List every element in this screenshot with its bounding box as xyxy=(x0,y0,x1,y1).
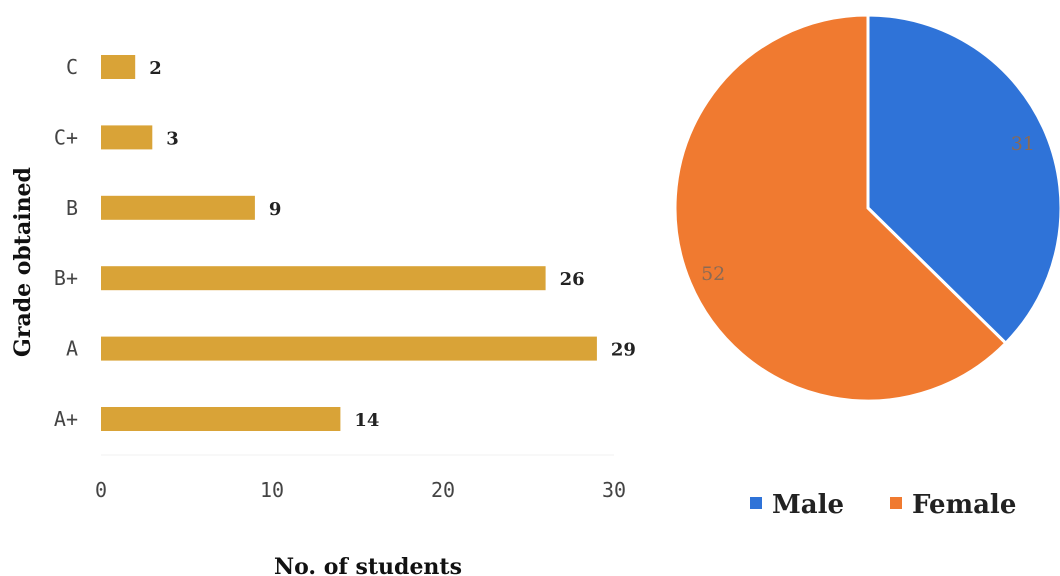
x-tick-20: 20 xyxy=(431,478,455,502)
x-tick-30: 30 xyxy=(602,478,626,502)
bar-a-plus xyxy=(101,407,341,431)
legend-label-male: Male xyxy=(772,490,844,520)
y-tick-b-plus: B+ xyxy=(54,266,78,290)
bar-chart: 14 A+ 29 A 26 B+ 9 B 3 C+ 2 C 0 10 20 30 xyxy=(54,55,636,502)
data-label-b: 9 xyxy=(269,199,282,220)
y-tick-a: A xyxy=(66,337,78,361)
y-tick-c-plus: C+ xyxy=(54,125,78,149)
data-label-c: 2 xyxy=(149,58,162,79)
data-label-a-plus: 14 xyxy=(354,410,379,431)
bar-c-plus xyxy=(101,125,153,150)
legend-label-female: Female xyxy=(912,490,1016,520)
y-tick-b: B xyxy=(66,196,78,220)
pie-label-male: 31 xyxy=(1011,133,1035,155)
data-label-a: 29 xyxy=(611,340,636,361)
bar-c xyxy=(101,55,136,79)
pie-label-female: 52 xyxy=(701,263,725,285)
pie-slice-male xyxy=(866,13,1060,346)
bar-b xyxy=(101,195,255,220)
legend-swatch-female xyxy=(890,497,902,509)
legend-swatch-male xyxy=(750,497,762,509)
y-axis-title: Grade obtained xyxy=(10,167,36,357)
x-tick-0: 0 xyxy=(95,478,107,502)
x-axis-title: No. of students xyxy=(274,554,462,576)
x-tick-10: 10 xyxy=(260,478,284,502)
y-tick-c: C xyxy=(66,55,78,79)
pie-legend: Male Female xyxy=(750,490,1016,520)
bar-a xyxy=(101,336,597,361)
data-label-b-plus: 26 xyxy=(560,269,585,290)
bar-b-plus xyxy=(101,266,546,291)
data-label-c-plus: 3 xyxy=(166,128,179,149)
pie-slice-female xyxy=(673,13,1008,403)
y-tick-a-plus: A+ xyxy=(54,407,78,431)
pie-chart: 31 52 xyxy=(673,13,1060,403)
